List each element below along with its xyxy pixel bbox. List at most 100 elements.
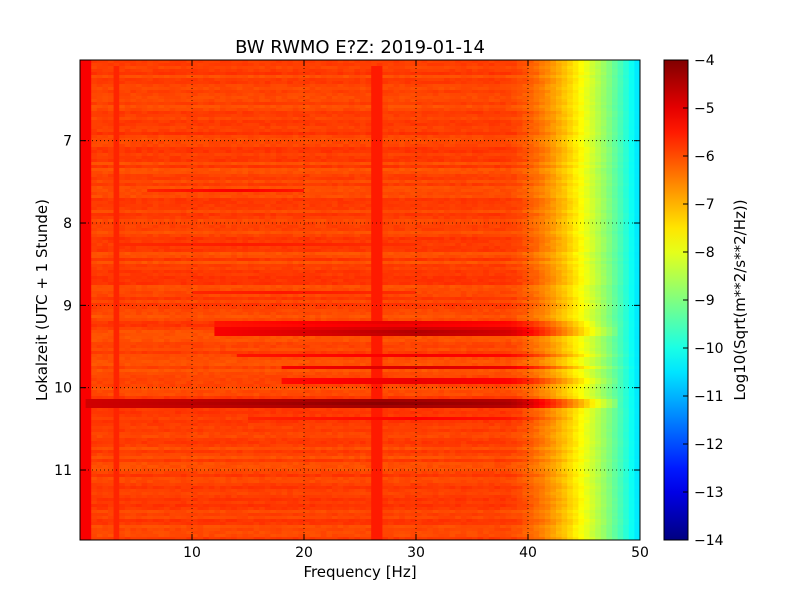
heatmap-cell bbox=[634, 120, 640, 124]
heatmap-cell bbox=[85, 117, 92, 121]
heatmap-cell bbox=[180, 66, 187, 70]
heatmap-cell bbox=[421, 60, 428, 64]
heatmap-cell bbox=[164, 66, 171, 70]
heatmap-cell bbox=[382, 105, 389, 109]
heatmap-cell bbox=[242, 120, 249, 124]
heatmap-cell bbox=[119, 78, 126, 82]
heatmap-cell bbox=[416, 123, 423, 127]
heatmap-cell bbox=[208, 120, 215, 124]
heatmap-cell bbox=[600, 75, 607, 79]
heatmap-cell bbox=[253, 84, 260, 88]
heatmap-cell bbox=[113, 108, 120, 112]
heatmap-cell bbox=[410, 105, 417, 109]
heatmap-cell bbox=[270, 96, 277, 100]
heatmap-cell bbox=[539, 69, 546, 73]
heatmap-cell bbox=[96, 84, 103, 88]
heatmap-cell bbox=[326, 63, 333, 67]
heatmap-cell bbox=[208, 99, 215, 103]
heatmap-cell bbox=[186, 69, 193, 73]
heatmap-cell bbox=[270, 126, 277, 130]
heatmap-cell bbox=[287, 66, 294, 70]
heatmap-cell bbox=[455, 60, 462, 64]
heatmap-cell bbox=[600, 99, 607, 103]
heatmap-cell bbox=[208, 90, 215, 94]
heatmap-cell bbox=[220, 66, 227, 70]
heatmap-cell bbox=[393, 114, 400, 118]
heatmap-cell bbox=[186, 111, 193, 115]
heatmap-cell bbox=[225, 126, 232, 130]
heatmap-cell bbox=[455, 96, 462, 100]
heatmap-cell bbox=[634, 117, 640, 121]
heatmap-cell bbox=[203, 114, 210, 118]
heatmap-cell bbox=[348, 93, 355, 97]
heatmap-cell bbox=[572, 120, 579, 124]
heatmap-cell bbox=[343, 69, 350, 73]
heatmap-cell bbox=[136, 105, 143, 109]
heatmap-cell bbox=[242, 81, 249, 85]
heatmap-cell bbox=[337, 78, 344, 82]
heatmap-cell bbox=[231, 99, 238, 103]
heatmap-cell bbox=[595, 90, 602, 94]
heatmap-cell bbox=[421, 120, 428, 124]
heatmap-cell bbox=[477, 102, 484, 106]
heatmap-cell bbox=[225, 111, 232, 115]
heatmap-cell bbox=[606, 66, 613, 70]
heatmap-cell bbox=[248, 126, 255, 130]
heatmap-cell bbox=[119, 114, 126, 118]
heatmap-cell bbox=[220, 114, 227, 118]
heatmap-cell bbox=[561, 69, 568, 73]
heatmap-cell bbox=[399, 117, 406, 121]
heatmap-cell bbox=[287, 81, 294, 85]
heatmap-cell bbox=[248, 72, 255, 76]
heatmap-cell bbox=[91, 87, 98, 91]
heatmap-cell bbox=[500, 93, 507, 97]
heatmap-cell bbox=[304, 66, 311, 70]
heatmap-cell bbox=[354, 111, 361, 115]
heatmap-cell bbox=[225, 114, 232, 118]
heatmap-cell bbox=[595, 75, 602, 79]
heatmap-cell bbox=[304, 108, 311, 112]
heatmap-cell bbox=[292, 69, 299, 73]
heatmap-cell bbox=[348, 114, 355, 118]
heatmap-cell bbox=[292, 60, 299, 64]
heatmap-cell bbox=[404, 75, 411, 79]
heatmap-cell bbox=[500, 123, 507, 127]
heatmap-cell bbox=[360, 120, 367, 124]
heatmap-cell bbox=[528, 96, 535, 100]
heatmap-cell bbox=[438, 99, 445, 103]
heatmap-cell bbox=[483, 60, 490, 64]
heatmap-cell bbox=[208, 111, 215, 115]
heatmap-cell bbox=[119, 75, 126, 79]
heatmap-cell bbox=[544, 120, 551, 124]
heatmap-cell bbox=[511, 87, 518, 91]
heatmap-cell bbox=[236, 120, 243, 124]
heatmap-cell bbox=[600, 66, 607, 70]
heatmap-cell bbox=[460, 90, 467, 94]
heatmap-cell bbox=[147, 75, 154, 79]
heatmap-cell bbox=[466, 102, 473, 106]
heatmap-cell bbox=[203, 69, 210, 73]
heatmap-cell bbox=[108, 108, 115, 112]
heatmap-cell bbox=[276, 120, 283, 124]
heatmap-cell bbox=[309, 81, 316, 85]
heatmap-cell bbox=[141, 102, 148, 106]
heatmap-cell bbox=[438, 75, 445, 79]
heatmap-cell bbox=[130, 87, 137, 91]
heatmap-cell bbox=[600, 114, 607, 118]
heatmap-cell bbox=[119, 84, 126, 88]
heatmap-cell bbox=[332, 105, 339, 109]
heatmap-cell bbox=[617, 102, 624, 106]
heatmap-cell bbox=[556, 84, 563, 88]
heatmap-cell bbox=[628, 81, 635, 85]
heatmap-cell bbox=[556, 72, 563, 76]
heatmap-cell bbox=[186, 96, 193, 100]
heatmap-cell bbox=[634, 93, 640, 97]
heatmap-cell bbox=[320, 111, 327, 115]
heatmap-cell bbox=[522, 84, 529, 88]
heatmap-cell bbox=[119, 108, 126, 112]
heatmap-cell bbox=[432, 63, 439, 67]
heatmap-cell bbox=[595, 60, 602, 64]
heatmap-cell bbox=[332, 126, 339, 130]
heatmap-cell bbox=[511, 81, 518, 85]
heatmap-cell bbox=[214, 84, 221, 88]
